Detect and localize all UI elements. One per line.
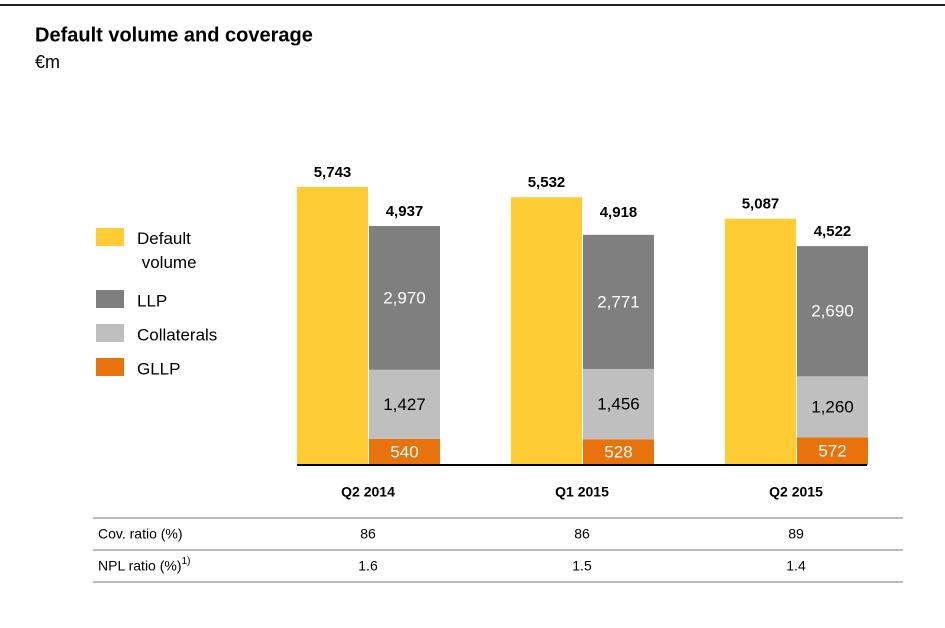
- bar-segment: [797, 376, 868, 438]
- legend-label: Default volume: [137, 229, 197, 272]
- segment-value-label: 2,771: [597, 292, 640, 311]
- table-cell: 89: [788, 526, 804, 542]
- total-label: 4,918: [600, 204, 638, 221]
- chart-title: Default volume and coverage: [35, 24, 313, 46]
- bar-segment: [583, 439, 654, 465]
- bar-value-label: 5,087: [742, 196, 780, 213]
- segment-value-label: 2,690: [811, 302, 854, 321]
- row-label: Cov. ratio (%): [98, 526, 183, 542]
- legend-swatch: [96, 290, 124, 308]
- bar-segment: [369, 369, 440, 439]
- bar-segment: [511, 197, 582, 466]
- legend-label: GLLP: [137, 359, 180, 378]
- x-tick-label: Q2 2014: [341, 484, 395, 500]
- bar-segment: [725, 218, 796, 465]
- legend-label: Collaterals: [137, 325, 217, 344]
- table-cell: 1.4: [786, 558, 806, 574]
- bar-segment: [797, 246, 868, 377]
- segment-value-label: 540: [390, 442, 418, 461]
- table-cell: 86: [574, 526, 590, 542]
- legend-label: LLP: [137, 291, 167, 310]
- legend-swatch: [96, 228, 124, 246]
- bar-segment: [583, 234, 654, 369]
- table-cell: 1.5: [572, 558, 592, 574]
- row-note: 1): [182, 556, 191, 567]
- x-tick-label: Q1 2015: [555, 484, 609, 500]
- chart-subtitle: €m: [35, 52, 60, 72]
- bar-segment: [297, 187, 368, 465]
- segment-value-label: 1,260: [811, 397, 854, 416]
- bar-segment: [369, 226, 440, 370]
- segment-value-label: 528: [604, 443, 632, 462]
- bar-value-label: 5,532: [528, 174, 566, 191]
- segment-value-label: 2,970: [383, 288, 426, 307]
- segment-value-label: 1,427: [383, 395, 426, 414]
- row-label: NPL ratio (%)1): [98, 556, 190, 574]
- bar-segment: [797, 437, 868, 465]
- segment-value-label: 1,456: [597, 395, 640, 414]
- table-cell: 1.6: [358, 558, 378, 574]
- legend-swatch: [96, 358, 124, 376]
- bar-segment: [369, 438, 440, 465]
- legend-swatch: [96, 324, 124, 342]
- total-label: 4,937: [386, 203, 424, 220]
- x-tick-label: Q2 2015: [769, 484, 823, 500]
- table-cell: 86: [360, 526, 376, 542]
- bar-segment: [583, 368, 654, 440]
- total-label: 4,522: [814, 223, 852, 240]
- bar-value-label: 5,743: [314, 164, 352, 181]
- segment-value-label: 572: [818, 442, 846, 461]
